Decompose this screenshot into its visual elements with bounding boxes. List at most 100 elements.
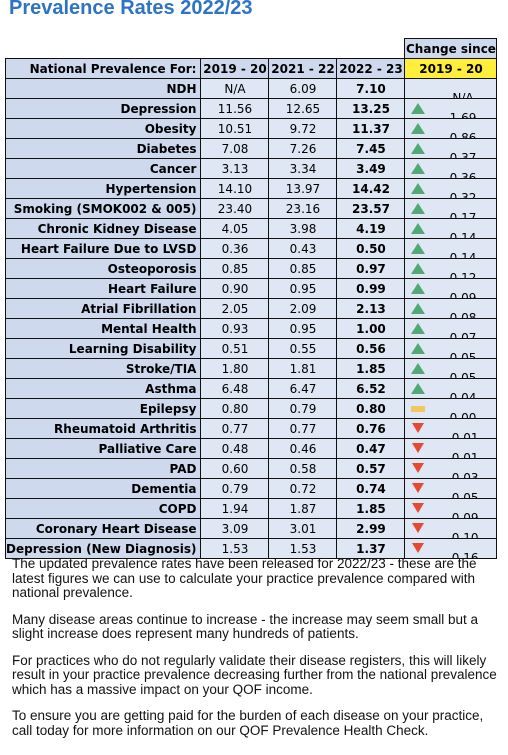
change-value: 0.07 (449, 330, 477, 339)
value-2019-20: 0.80 (200, 398, 270, 419)
table-row: Rheumatoid Arthritis 0.77 0.77 0.76 -0.01 (4, 418, 498, 439)
value-2019-20: 0.77 (200, 418, 270, 439)
value-2019-20: 7.08 (200, 138, 270, 159)
change-cell: 0.12 (404, 258, 498, 279)
table-row: Smoking (SMOK002 & 005) 23.40 23.16 23.57 0.… (4, 198, 498, 219)
change-value: 0.05 (449, 350, 477, 359)
table-row: PAD 0.60 0.58 0.57 -0.03 (4, 458, 498, 479)
paragraph-updated-rates: The updated prevalence rates have been r… (12, 556, 477, 600)
change-value: -0.09 (447, 510, 479, 519)
condition-name: NDH (4, 78, 202, 99)
value-2021-22: 0.85 (268, 258, 338, 279)
change-value: 0.37 (449, 150, 477, 159)
value-2022-23: 2.99 (336, 518, 406, 539)
condition-name: Cancer (4, 158, 202, 179)
change-value: 0.14 (449, 230, 477, 239)
value-2022-23: 3.49 (336, 158, 406, 179)
table-row: COPD 1.94 1.87 1.85 -0.09 (4, 498, 498, 519)
header-2019-20: 2019 - 20 (200, 58, 270, 79)
change-value: 0.12 (449, 270, 477, 279)
value-2019-20: N/A (200, 78, 270, 99)
triangle-up-icon (411, 163, 426, 174)
condition-name: Chronic Kidney Disease (4, 218, 202, 239)
value-2022-23: 0.57 (336, 458, 406, 479)
change-cell: 0.14 (404, 218, 498, 239)
value-2021-22: 12.65 (268, 98, 338, 119)
condition-name: Depression (4, 98, 202, 119)
value-2021-22: 1.81 (268, 358, 338, 379)
table-row: Diabetes 7.08 7.26 7.45 0.37 (4, 138, 498, 159)
value-2021-22: 0.55 (268, 338, 338, 359)
triangle-up-icon (411, 323, 426, 334)
change-cell: 0.07 (404, 318, 498, 339)
value-2021-22: 13.97 (268, 178, 338, 199)
value-2021-22: 0.43 (268, 238, 338, 259)
triangle-down-icon (411, 503, 425, 514)
change-cell: 0.09 (404, 278, 498, 299)
value-2021-22: 1.53 (268, 538, 338, 559)
value-2022-23: 14.42 (336, 178, 406, 199)
table-row: Depression (New Diagnosis) 1.53 1.53 1.37 -0… (4, 538, 498, 559)
change-cell: N/A (404, 78, 498, 99)
table-row: Asthma 6.48 6.47 6.52 0.04 (4, 378, 498, 399)
body-text: The updated prevalence rates have been r… (12, 556, 500, 750)
triangle-up-icon (411, 263, 426, 274)
change-since-label: Change since (404, 38, 498, 59)
triangle-up-icon (411, 123, 426, 134)
value-2022-23: 0.80 (336, 398, 406, 419)
value-2022-23: 0.99 (336, 278, 406, 299)
value-2021-22: 2.09 (268, 298, 338, 319)
condition-name: Asthma (4, 378, 202, 399)
triangle-up-icon (411, 343, 426, 354)
change-value: 0.09 (449, 290, 477, 299)
change-cell: -0.09 (404, 498, 498, 519)
flat-bar-icon (411, 403, 426, 414)
value-2022-23: 2.13 (336, 298, 406, 319)
condition-name: Depression (New Diagnosis) (4, 538, 202, 559)
value-2019-20: 6.48 (200, 378, 270, 399)
value-2021-22: 0.72 (268, 478, 338, 499)
table-row: Osteoporosis 0.85 0.85 0.97 0.12 (4, 258, 498, 279)
value-2019-20: 0.36 (200, 238, 270, 259)
change-cell: 0.04 (404, 378, 498, 399)
triangle-up-icon (411, 203, 426, 214)
value-2019-20: 0.48 (200, 438, 270, 459)
change-value: 0.00 (449, 410, 477, 419)
triangle-down-icon (411, 443, 425, 454)
value-2022-23: 0.56 (336, 338, 406, 359)
change-cell: 0.32 (404, 178, 498, 199)
change-cell: -0.01 (404, 418, 498, 439)
value-2021-22: 6.47 (268, 378, 338, 399)
value-2022-23: 0.97 (336, 258, 406, 279)
change-value: 0.04 (449, 390, 477, 399)
triangle-up-icon (411, 223, 426, 234)
paragraph-call-to-action: To ensure you are getting paid for the b… (12, 708, 484, 738)
value-2022-23: 11.37 (336, 118, 406, 139)
change-value: -0.16 (447, 550, 479, 559)
value-2019-20: 23.40 (200, 198, 270, 219)
value-2022-23: 0.74 (336, 478, 406, 499)
triangle-up-icon (411, 303, 426, 314)
change-value: 0.86 (449, 130, 477, 139)
triangle-up-icon (411, 283, 426, 294)
value-2019-20: 0.85 (200, 258, 270, 279)
value-2021-22: 6.09 (268, 78, 338, 99)
value-2019-20: 2.05 (200, 298, 270, 319)
change-cell: 0.08 (404, 298, 498, 319)
change-value: 0.17 (449, 210, 477, 219)
table-row: Dementia 0.79 0.72 0.74 -0.05 (4, 478, 498, 499)
condition-name: Diabetes (4, 138, 202, 159)
condition-name: Heart Failure Due to LVSD (4, 238, 202, 259)
value-2021-22: 0.95 (268, 318, 338, 339)
value-2022-23: 1.00 (336, 318, 406, 339)
condition-name: Mental Health (4, 318, 202, 339)
triangle-down-icon (411, 423, 425, 434)
value-2021-22: 0.58 (268, 458, 338, 479)
value-2022-23: 6.52 (336, 378, 406, 399)
change-cell: 0.05 (404, 338, 498, 359)
change-cell: 0.05 (404, 358, 498, 379)
table-row: Cancer 3.13 3.34 3.49 0.36 (4, 158, 498, 179)
table-row: Chronic Kidney Disease 4.05 3.98 4.19 0.14 (4, 218, 498, 239)
value-2021-22: 3.34 (268, 158, 338, 179)
value-2022-23: 1.37 (336, 538, 406, 559)
